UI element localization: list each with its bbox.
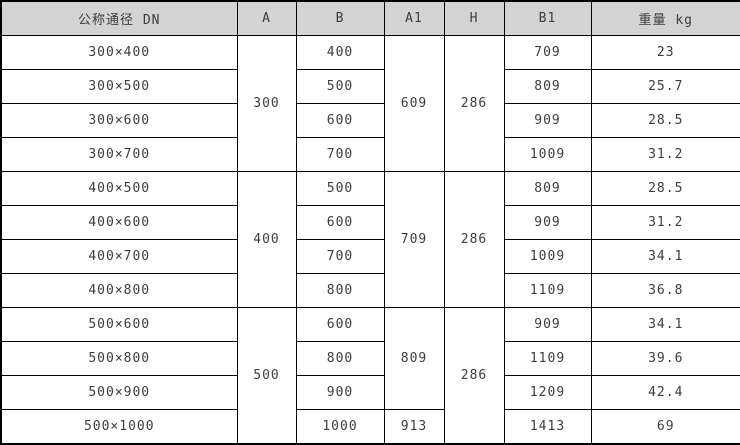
b-cell: 600 xyxy=(295,103,385,138)
b-cell: 700 xyxy=(295,137,385,172)
header-h: H xyxy=(443,0,505,36)
weight-cell: 39.6 xyxy=(590,341,740,376)
weight-cell: 69 xyxy=(590,409,740,444)
weight-cell: 36.8 xyxy=(590,273,740,308)
table-row: 500×900 900 1209 42.4 xyxy=(0,375,740,410)
b-cell: 500 xyxy=(295,69,385,104)
table-row: 500×600 500 600 809 286 909 34.1 xyxy=(0,307,740,444)
weight-cell: 25.7 xyxy=(590,69,740,104)
header-a1: A1 xyxy=(383,0,445,36)
weight-cell: 42.4 xyxy=(590,375,740,410)
dn-cell: 400×500 xyxy=(0,171,238,206)
weight-cell: 34.1 xyxy=(590,239,740,274)
dn-cell: 400×600 xyxy=(0,205,238,240)
h-cell: 286 xyxy=(443,35,505,172)
table-row: 400×800 800 1109 36.8 xyxy=(0,273,740,308)
dn-cell: 500×600 xyxy=(0,307,238,342)
header-row: 公称通径 DN A B A1 H B1 重量 kg xyxy=(0,0,740,36)
b1-cell: 1109 xyxy=(503,273,592,308)
header-weight: 重量 kg xyxy=(590,0,740,36)
b-cell: 900 xyxy=(295,375,385,410)
b-cell: 600 xyxy=(295,307,385,342)
h-cell: 286 xyxy=(443,307,505,444)
b-cell: 700 xyxy=(295,239,385,274)
table-row: 300×600 600 909 28.5 xyxy=(0,103,740,138)
dn-cell: 300×700 xyxy=(0,137,238,172)
header-a: A xyxy=(236,0,297,36)
weight-cell: 28.5 xyxy=(590,171,740,206)
h-cell: 286 xyxy=(443,171,505,308)
dn-cell: 400×700 xyxy=(0,239,238,274)
table-row: 300×700 700 1009 31.2 xyxy=(0,137,740,172)
b1-cell: 1009 xyxy=(503,239,592,274)
dn-cell: 300×600 xyxy=(0,103,238,138)
weight-cell: 31.2 xyxy=(590,205,740,240)
weight-cell: 28.5 xyxy=(590,103,740,138)
b1-cell: 1209 xyxy=(503,375,592,410)
b1-cell: 909 xyxy=(503,103,592,138)
b-cell: 800 xyxy=(295,273,385,308)
b-cell: 600 xyxy=(295,205,385,240)
table-row: 300×500 500 809 25.7 xyxy=(0,69,740,104)
a1-cell: 709 xyxy=(383,171,445,308)
weight-cell: 34.1 xyxy=(590,307,740,342)
b1-cell: 1109 xyxy=(503,341,592,376)
b-cell: 800 xyxy=(295,341,385,376)
b1-cell: 709 xyxy=(503,35,592,70)
dn-cell: 500×900 xyxy=(0,375,238,410)
a1-cell: 609 xyxy=(383,35,445,172)
dn-cell: 400×800 xyxy=(0,273,238,308)
b-cell: 400 xyxy=(295,35,385,70)
table-row: 400×700 700 1009 34.1 xyxy=(0,239,740,274)
dn-cell: 500×1000 xyxy=(0,409,238,444)
table-header: 公称通径 DN A B A1 H B1 重量 kg xyxy=(0,0,740,36)
b-cell: 1000 xyxy=(295,409,385,444)
table-row: 500×800 800 1109 39.6 xyxy=(0,341,740,376)
b1-cell: 909 xyxy=(503,205,592,240)
table-row: 400×600 600 909 31.2 xyxy=(0,205,740,240)
weight-cell: 23 xyxy=(590,35,740,70)
weight-cell: 31.2 xyxy=(590,137,740,172)
a-cell: 500 xyxy=(236,307,297,444)
dn-cell: 300×500 xyxy=(0,69,238,104)
table-row: 300×400 300 400 609 286 709 23 xyxy=(0,35,740,172)
a1-cell: 913 xyxy=(383,409,445,444)
header-b1: B1 xyxy=(503,0,592,36)
a-cell: 400 xyxy=(236,171,297,308)
a-cell: 300 xyxy=(236,35,297,172)
b-cell: 500 xyxy=(295,171,385,206)
table-body: 300×400 300 400 609 286 709 23 300×500 5… xyxy=(0,35,740,444)
table-row: 500×1000 1000 913 1413 69 xyxy=(0,409,740,444)
dn-cell: 500×800 xyxy=(0,341,238,376)
header-b: B xyxy=(295,0,385,36)
a1-cell: 809 xyxy=(383,307,445,410)
b1-cell: 1009 xyxy=(503,137,592,172)
dn-cell: 300×400 xyxy=(0,35,238,70)
b1-cell: 909 xyxy=(503,307,592,342)
b1-cell: 809 xyxy=(503,171,592,206)
table-row: 400×500 400 500 709 286 809 28.5 xyxy=(0,171,740,308)
b1-cell: 1413 xyxy=(503,409,592,444)
b1-cell: 809 xyxy=(503,69,592,104)
header-dn: 公称通径 DN xyxy=(0,0,238,36)
